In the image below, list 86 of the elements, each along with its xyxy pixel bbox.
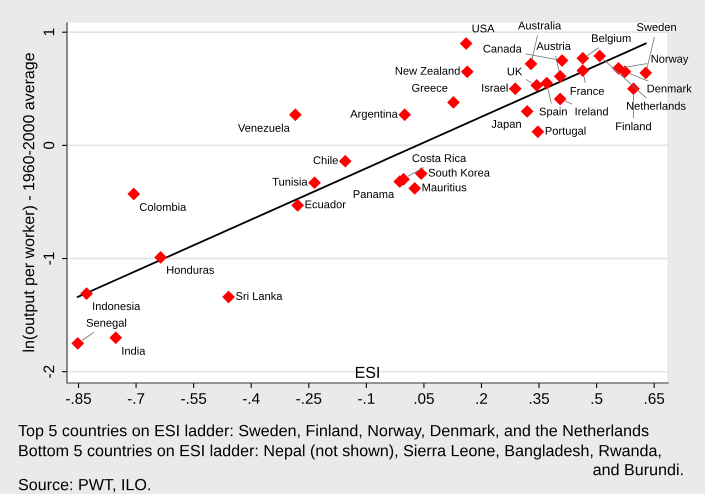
point	[532, 125, 544, 138]
annotation: Israel	[482, 84, 508, 92]
point	[593, 50, 606, 62]
point	[618, 65, 632, 78]
x-tick-label: .65	[644, 393, 664, 404]
annotation: South Korea	[428, 168, 490, 177]
x-tick-label: -.25	[296, 393, 322, 404]
point	[447, 96, 460, 109]
x-tick-label: .5	[592, 393, 602, 404]
point	[639, 66, 652, 80]
point	[222, 290, 235, 304]
annotation: Japan	[492, 120, 521, 130]
annotation: Denmark	[648, 84, 692, 92]
annotation: Venezuela	[238, 124, 290, 132]
point	[460, 65, 474, 78]
x-tick-label: -.55	[181, 393, 206, 404]
point	[80, 287, 93, 300]
x-tick-label: -.7	[128, 393, 144, 404]
text: and Burundi.	[593, 463, 683, 476]
x-tick-label: -.85	[66, 393, 92, 404]
annotation: Argentina	[350, 110, 398, 120]
annotation: New Zealand	[396, 66, 460, 75]
point	[520, 105, 534, 118]
x-tick-label: .2	[476, 393, 488, 404]
text: Bottom 5 countries on ESI ladder: Nepal (not shown), Sierra Leone, Bangladesh, Rwanda,	[19, 444, 660, 460]
annotation: France	[570, 87, 604, 95]
point	[408, 182, 422, 195]
point	[540, 76, 554, 90]
point	[288, 108, 302, 122]
x-tick-label: .35	[530, 393, 550, 404]
annotation: Mauritius	[422, 183, 466, 192]
annotation: Panama	[354, 190, 394, 198]
text: Top 5 countries on ESI ladder: Sweden, Finland, Norway, Denmark, and the Netherlands	[18, 424, 648, 440]
x-tick-label: -.1	[358, 393, 375, 404]
annotation: Ireland	[576, 107, 608, 116]
annotation: Indonesia	[93, 302, 140, 310]
source-note: Source: PWT, ILO.	[18, 478, 150, 492]
x-tick-label: -.4	[242, 393, 260, 404]
y-tick-label: -1	[44, 252, 54, 265]
point	[308, 176, 321, 190]
annotation: Belgium	[592, 34, 631, 44]
point	[554, 92, 567, 106]
annotation: Austria	[536, 42, 571, 50]
annotation: Spain	[540, 107, 567, 118]
point	[154, 251, 168, 264]
annotation: Colombia	[140, 202, 186, 211]
point	[576, 52, 590, 65]
y-axis-title: ln(output per worker) - 1960-2000 average	[22, 53, 38, 352]
annotation: Norway	[652, 55, 688, 65]
annotation: Senegal	[86, 318, 126, 329]
point	[291, 198, 304, 212]
point	[414, 167, 428, 180]
point	[71, 337, 84, 350]
annotation: India	[122, 346, 146, 355]
point	[554, 70, 567, 83]
annotation: Tunisia	[272, 178, 308, 186]
point	[508, 82, 522, 96]
point	[556, 54, 568, 67]
annotation: Ecuador	[306, 200, 346, 208]
point	[530, 79, 544, 92]
annotation: USA	[472, 24, 495, 32]
point	[109, 331, 122, 344]
x-axis-title: ESI	[356, 366, 379, 378]
point	[398, 108, 412, 122]
x-tick-label: .05	[414, 393, 434, 404]
annotation: Greece	[412, 84, 448, 92]
annotation: Netherlands	[626, 102, 686, 110]
annotation: Australia	[518, 21, 562, 30]
point	[338, 154, 352, 168]
y-tick-label: -2	[43, 366, 54, 378]
annotation: UK	[508, 68, 522, 76]
annotation: Sri Lanka	[236, 292, 282, 300]
point	[127, 188, 140, 200]
annotation: Canada	[483, 44, 522, 53]
annotation: Costa Rica	[412, 154, 466, 162]
point	[576, 64, 590, 78]
point	[524, 58, 538, 70]
y-tick-label: 1	[44, 28, 54, 36]
point	[460, 37, 472, 50]
annotation: Chile	[314, 156, 338, 164]
annotation: Portugal	[546, 126, 586, 137]
annotation: Honduras	[167, 266, 214, 274]
annotation: Sweden	[637, 22, 676, 32]
point	[627, 82, 640, 96]
annotation: Finland	[616, 122, 651, 130]
y-tick-label: 0	[43, 142, 54, 149]
